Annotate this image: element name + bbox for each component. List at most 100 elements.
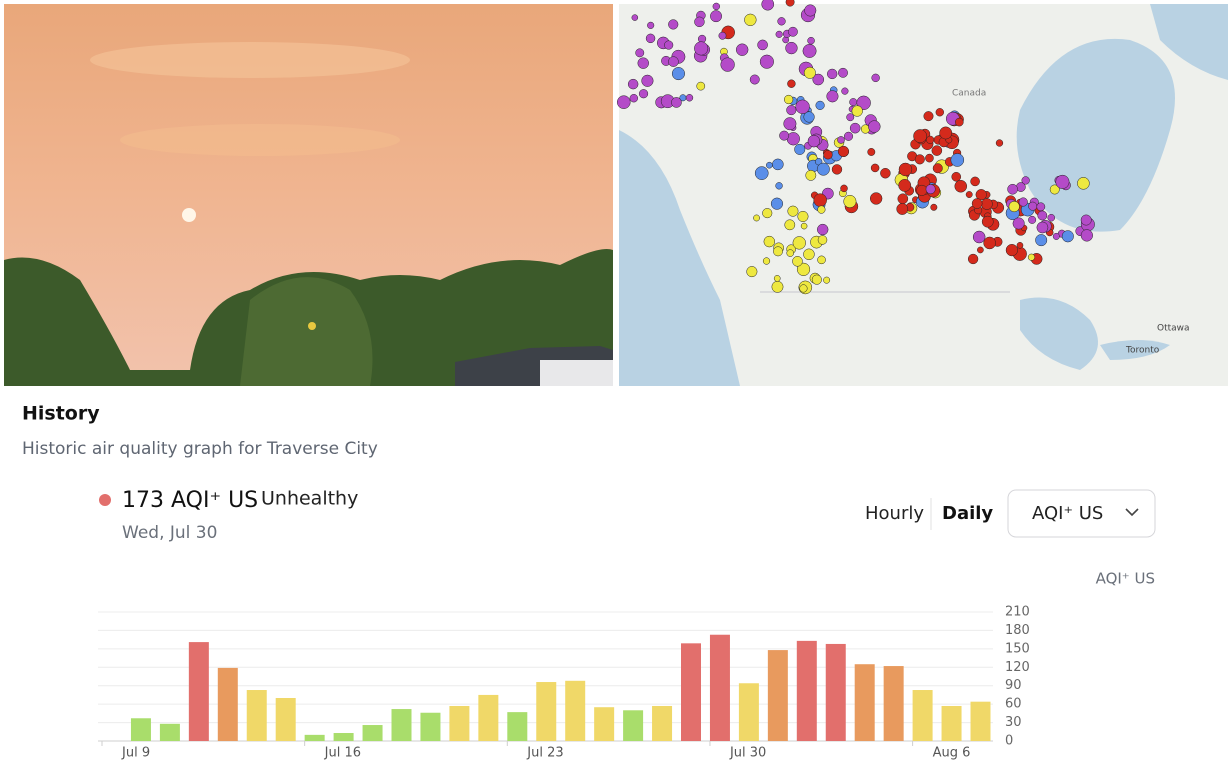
map-dot [970, 176, 980, 187]
y-tick-label: 90 [1005, 678, 1022, 693]
map-dot [914, 154, 925, 165]
map-dot [823, 150, 833, 160]
bar [217, 667, 238, 741]
bar [709, 634, 730, 741]
map-dot [1016, 242, 1024, 249]
map-dot [787, 79, 796, 88]
map-dot [1052, 232, 1060, 240]
dropdown-chevron[interactable] [1125, 508, 1139, 517]
map-dot [804, 4, 817, 17]
map-dot [1021, 176, 1030, 185]
map-dot [1061, 230, 1074, 243]
map-dot [950, 153, 965, 167]
bar [565, 680, 586, 741]
bar [130, 718, 151, 741]
dropdown-label[interactable]: AQI⁺ US [1032, 503, 1103, 524]
map-dot [923, 111, 934, 122]
map-dot [757, 39, 768, 51]
y-tick-label: 0 [1005, 734, 1013, 749]
map-dot [629, 94, 638, 103]
bar [362, 725, 383, 741]
map-dot [802, 44, 817, 58]
map-dot [823, 276, 831, 284]
bar [912, 690, 933, 741]
map-dot [870, 163, 880, 173]
map-dot [638, 89, 649, 99]
map-dot [849, 122, 861, 134]
map-dot [641, 74, 654, 87]
map-dot [971, 198, 983, 209]
map-dot [817, 223, 829, 236]
map-dot [792, 256, 803, 267]
bar [159, 723, 180, 741]
map-dot [843, 131, 854, 141]
map-dot [916, 184, 928, 196]
map-dot [668, 19, 679, 30]
map-dot [977, 246, 984, 254]
y-tick-label: 180 [1005, 623, 1030, 638]
bar [594, 707, 615, 741]
map-dot [696, 81, 706, 91]
map-dot [762, 257, 771, 265]
map-dot [794, 143, 806, 155]
map-dot [807, 36, 815, 45]
toggle-daily[interactable]: Daily [942, 503, 993, 524]
map-dot [792, 236, 806, 250]
bar [970, 701, 991, 741]
map-dot [784, 219, 796, 231]
map-dot [838, 67, 848, 78]
current-number: 173 [122, 488, 164, 513]
map-dot [817, 205, 826, 214]
map-dot [754, 166, 769, 180]
map-dot [771, 280, 784, 293]
y-tick-label: 30 [1005, 715, 1022, 730]
bar [941, 705, 962, 741]
map-dot [775, 182, 783, 190]
map-dot [772, 158, 784, 171]
map-dot [761, 0, 775, 11]
map-dot [812, 73, 825, 86]
dropdown[interactable] [1007, 489, 1156, 538]
current-unit: AQI⁺ US [171, 488, 258, 513]
map-dot [1080, 214, 1092, 226]
map-dot [637, 57, 649, 69]
map-dot [896, 203, 909, 215]
map-dot [759, 54, 774, 69]
map-dot [898, 162, 913, 177]
map-dot [867, 148, 876, 156]
toggle-hourly[interactable]: Hourly [865, 503, 924, 524]
bar [246, 690, 267, 741]
map-dot [837, 145, 850, 157]
map-dot [1080, 229, 1093, 242]
map-dot [800, 222, 808, 230]
map-label: Canada [952, 89, 986, 99]
map-dot [1049, 184, 1060, 195]
map-dot [995, 139, 1004, 147]
map-dot [787, 205, 799, 217]
map-dot [931, 145, 943, 156]
map-dot [981, 198, 993, 210]
map-dot [803, 66, 816, 79]
map-dot [746, 266, 758, 278]
x-tick-label: Jul 9 [121, 746, 150, 761]
map-dots [616, 0, 1095, 295]
map-dot [898, 179, 912, 192]
x-tick-label: Jul 30 [729, 746, 766, 761]
map-dot [749, 74, 760, 85]
bar [304, 734, 325, 741]
map-dot [744, 13, 757, 27]
map-dot [981, 215, 994, 228]
bar [767, 650, 788, 741]
map-dot [775, 30, 783, 38]
map-dot [965, 191, 973, 198]
bar [854, 664, 875, 741]
map-dot [930, 203, 938, 211]
map-dot [799, 284, 808, 293]
map-dot [796, 262, 811, 276]
bar [188, 642, 209, 741]
map-dot [871, 73, 880, 83]
map-dot [784, 94, 794, 105]
map-dot [817, 235, 828, 245]
